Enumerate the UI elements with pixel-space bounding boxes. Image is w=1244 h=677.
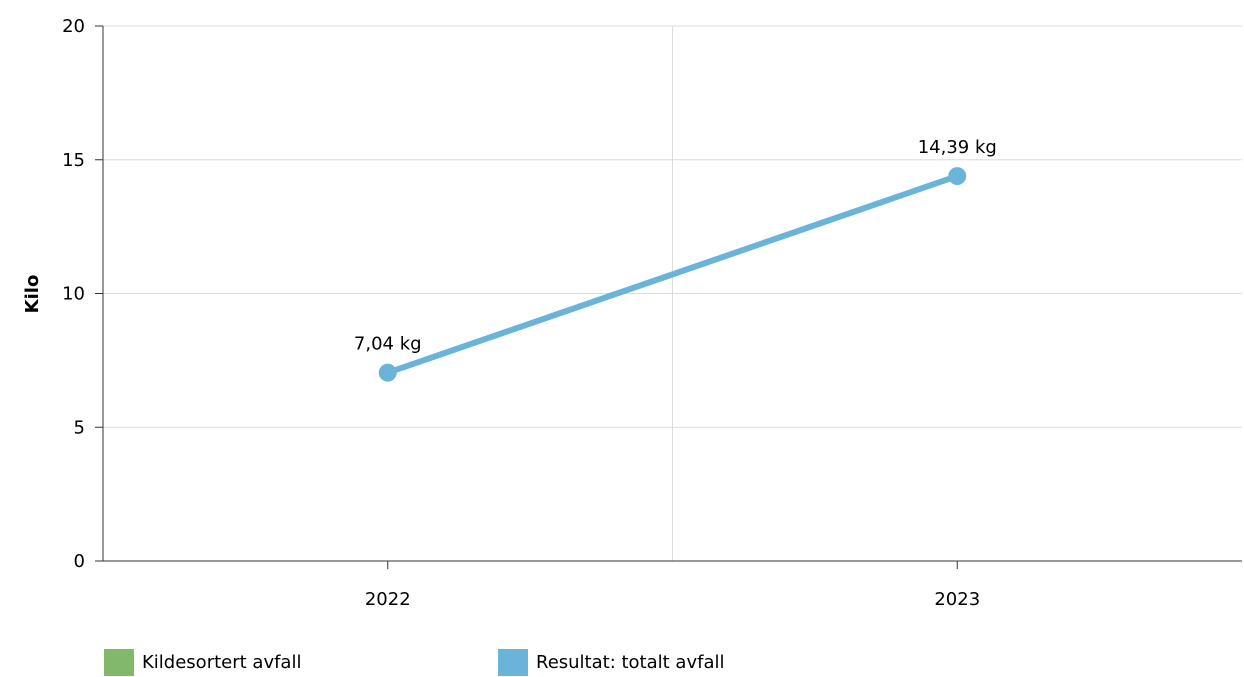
series-line: [384, 173, 961, 376]
legend-swatch-resultat: [498, 649, 528, 676]
legend-swatch-kildesortert: [104, 649, 134, 676]
x-tick-label: 2022: [365, 589, 411, 610]
legend-item-kildesortert[interactable]: Kildesortert avfall: [104, 649, 301, 676]
series-group: 7,04 kg 14,39 kg: [354, 137, 997, 382]
data-point: [378, 363, 397, 382]
grid-lines: [103, 25, 1242, 561]
data-label: 7,04 kg: [354, 334, 422, 355]
line-chart: 0 5 10 15 20 2022 2023 Kilo 7,04 kg 14,39 kg: [22, 16, 1242, 610]
data-label: 14,39 kg: [918, 137, 997, 158]
x-axis-ticks: 2022 2023: [365, 561, 980, 610]
x-tick-label: 2023: [934, 589, 980, 610]
y-tick-label: 5: [74, 417, 85, 438]
y-axis-ticks: 0 5 10 15 20: [62, 16, 103, 572]
legend-label-resultat: Resultat: totalt avfall: [536, 652, 725, 673]
legend-label-kildesortert: Kildesortert avfall: [142, 652, 302, 673]
legend-item-resultat[interactable]: Resultat: totalt avfall: [498, 649, 724, 676]
y-tick-label: 20: [62, 16, 85, 37]
y-tick-label: 10: [62, 284, 85, 305]
y-tick-label: 0: [74, 551, 85, 572]
y-axis-title: Kilo: [22, 275, 43, 314]
y-tick-label: 15: [62, 150, 85, 171]
data-point: [948, 167, 967, 186]
